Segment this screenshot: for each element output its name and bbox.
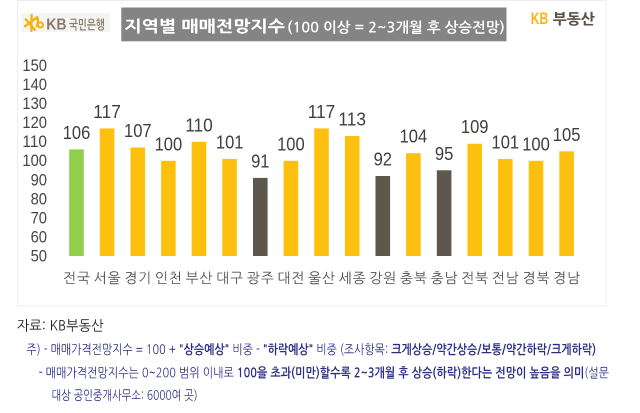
svg-text:120: 120 [22,113,47,132]
svg-text:117: 117 [93,101,121,122]
svg-text:90: 90 [31,170,47,189]
svg-text:50: 50 [31,246,47,265]
svg-text:101: 101 [216,131,244,152]
svg-text:130: 130 [22,94,47,113]
svg-text:100: 100 [155,133,183,154]
svg-text:70: 70 [31,208,47,227]
svg-text:KB: KB [531,9,549,28]
svg-text:110: 110 [185,114,213,135]
svg-text:60: 60 [31,227,47,246]
svg-text:100: 100 [22,151,47,170]
svg-text:109: 109 [461,116,489,137]
svg-text:117: 117 [308,101,336,122]
svg-text:106: 106 [63,122,91,143]
svg-text:100: 100 [277,133,305,154]
svg-text:105: 105 [553,124,581,145]
svg-text:80: 80 [31,189,47,208]
svg-text:107: 107 [124,120,152,141]
svg-text:91: 91 [251,150,269,171]
svg-text:140: 140 [22,75,47,94]
svg-text:110: 110 [22,132,47,151]
svg-text:113: 113 [338,109,366,130]
svg-text:95: 95 [435,143,453,164]
svg-text:92: 92 [374,149,392,170]
svg-text:101: 101 [492,131,520,152]
svg-text:100: 100 [522,133,550,154]
svg-text:104: 104 [400,126,428,147]
svg-text:150: 150 [22,56,47,75]
svg-text:KB: KB [46,17,66,34]
